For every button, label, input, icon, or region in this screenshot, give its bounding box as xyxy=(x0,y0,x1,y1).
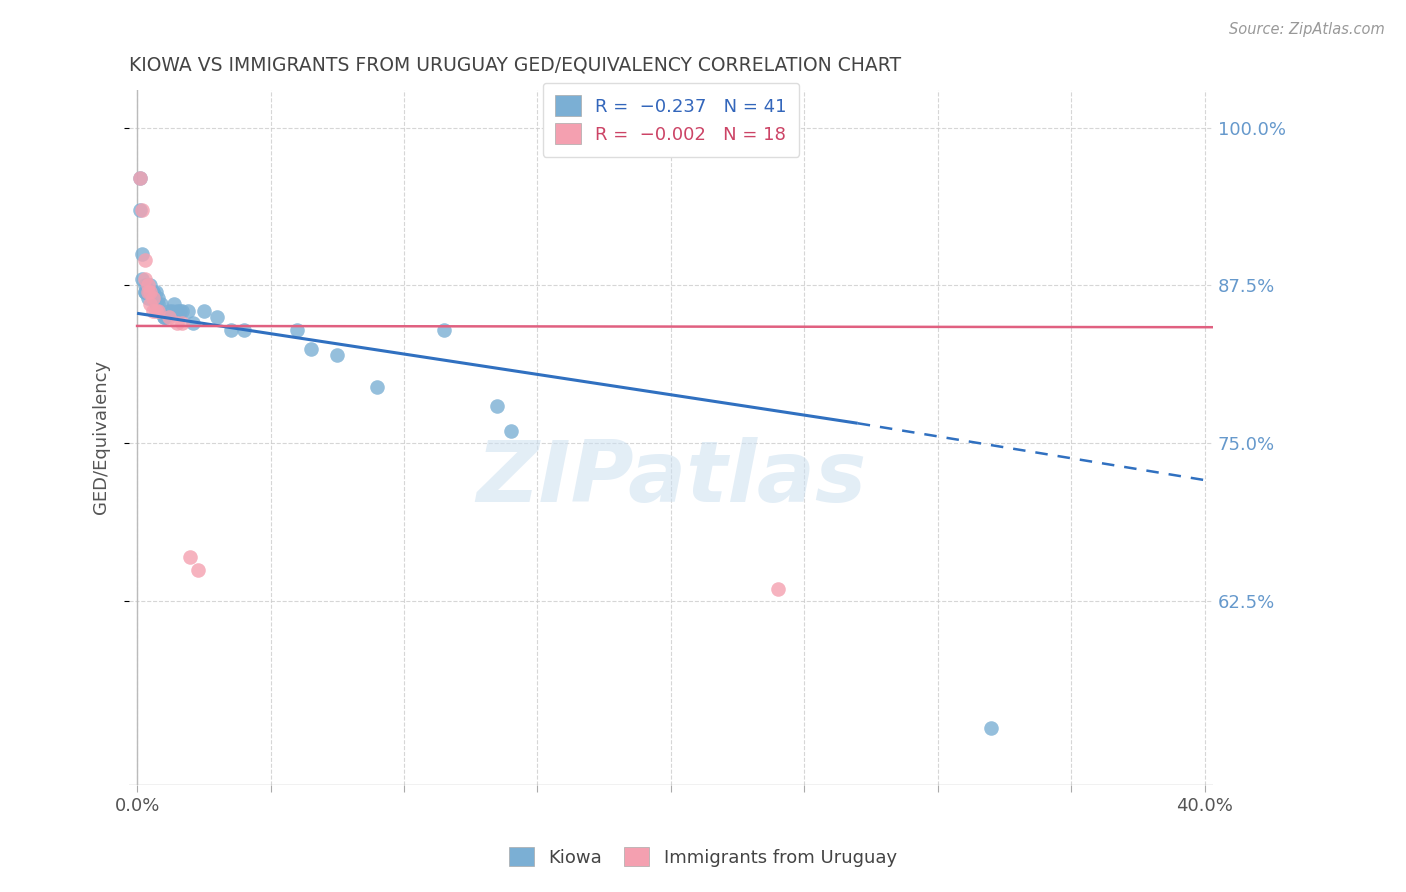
Point xyxy=(166,303,188,318)
Point xyxy=(139,278,162,293)
Point xyxy=(299,342,322,356)
Point xyxy=(766,582,789,596)
Point xyxy=(285,323,308,337)
Point xyxy=(326,348,349,362)
Point xyxy=(157,303,180,318)
Point xyxy=(172,317,194,331)
Point xyxy=(169,303,191,318)
Point xyxy=(155,310,177,324)
Point xyxy=(980,721,1002,735)
Point xyxy=(152,310,174,324)
Point xyxy=(131,247,153,261)
Point xyxy=(134,285,156,299)
Point xyxy=(148,291,170,305)
Point xyxy=(148,303,170,318)
Point xyxy=(139,285,162,299)
Point xyxy=(499,424,522,438)
Legend: R =  −0.237   N = 41, R =  −0.002   N = 18: R = −0.237 N = 41, R = −0.002 N = 18 xyxy=(543,83,799,157)
Text: ZIPatlas: ZIPatlas xyxy=(475,437,866,520)
Point xyxy=(142,285,165,299)
Legend: Kiowa, Immigrants from Uruguay: Kiowa, Immigrants from Uruguay xyxy=(502,840,904,874)
Y-axis label: GED/Equivalency: GED/Equivalency xyxy=(93,360,110,514)
Point xyxy=(134,285,156,299)
Point xyxy=(163,297,186,311)
Point xyxy=(366,379,388,393)
Point xyxy=(131,272,153,286)
Point xyxy=(486,399,509,413)
Point xyxy=(157,310,180,324)
Point xyxy=(181,317,204,331)
Point xyxy=(136,285,159,299)
Point xyxy=(145,297,167,311)
Point xyxy=(134,278,156,293)
Point xyxy=(142,303,165,318)
Point xyxy=(134,253,156,268)
Point xyxy=(142,291,165,305)
Point xyxy=(232,323,254,337)
Point xyxy=(152,310,174,324)
Point xyxy=(205,310,228,324)
Point xyxy=(193,303,215,318)
Point xyxy=(433,323,456,337)
Text: KIOWA VS IMMIGRANTS FROM URUGUAY GED/EQUIVALENCY CORRELATION CHART: KIOWA VS IMMIGRANTS FROM URUGUAY GED/EQU… xyxy=(129,55,901,74)
Point xyxy=(139,285,162,299)
Point xyxy=(145,303,167,318)
Point xyxy=(177,303,200,318)
Point xyxy=(128,171,150,186)
Point xyxy=(136,278,159,293)
Point xyxy=(134,272,156,286)
Point xyxy=(219,323,242,337)
Point xyxy=(139,297,162,311)
Point xyxy=(131,202,153,217)
Point xyxy=(128,171,150,186)
Point xyxy=(136,285,159,299)
Point xyxy=(172,303,194,318)
Point xyxy=(187,563,209,577)
Point xyxy=(160,303,183,318)
Point xyxy=(142,285,165,299)
Point xyxy=(179,550,201,565)
Text: Source: ZipAtlas.com: Source: ZipAtlas.com xyxy=(1229,22,1385,37)
Point xyxy=(166,317,188,331)
Point xyxy=(145,285,167,299)
Point xyxy=(150,297,173,311)
Point xyxy=(148,297,170,311)
Point xyxy=(128,202,150,217)
Point xyxy=(136,291,159,305)
